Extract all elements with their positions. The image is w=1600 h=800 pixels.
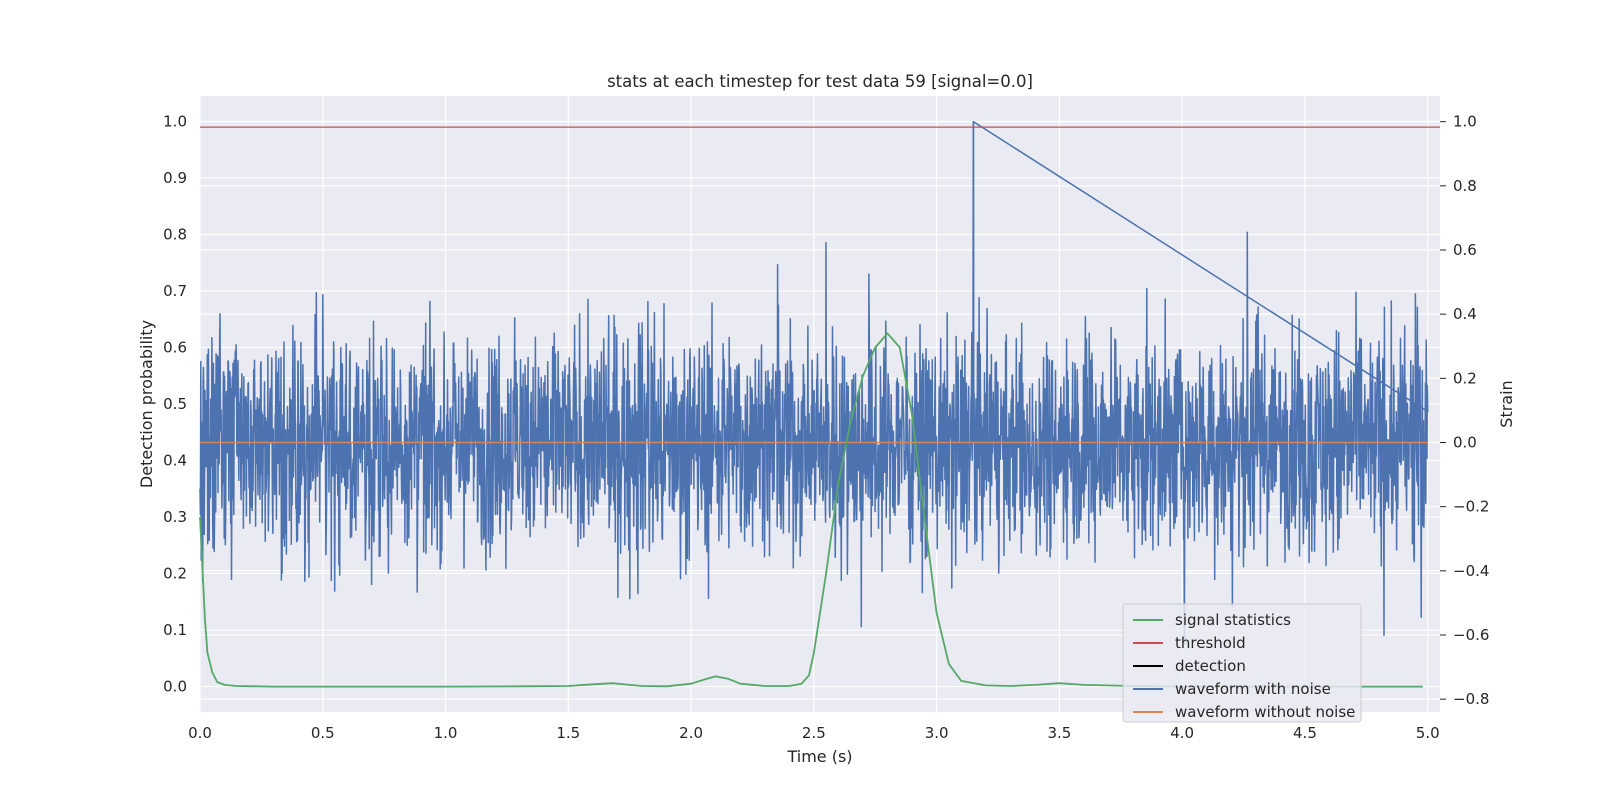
series-layer [199,120,1440,688]
series-signal-statistics [199,332,1423,688]
y-tick-label-right: 0.4 [1453,305,1477,323]
y-tick-label-left: 0.6 [163,338,187,356]
series-waveform-with-noise [199,120,1429,645]
y-tick-label-right: −0.6 [1453,626,1489,644]
y-tick-label-right: 1.0 [1453,113,1477,131]
y-axis-label-left: Detection probability [137,320,156,488]
x-axis-label: Time (s) [786,747,852,766]
x-tick-label: 4.5 [1293,724,1317,742]
y-tick-label-left: 1.0 [163,112,187,130]
x-tick-label: 3.0 [925,724,949,742]
x-tick-label: 2.5 [802,724,826,742]
legend: signal statistics threshold detection wavef… [1122,603,1362,723]
legend-label: waveform without noise [1175,703,1355,721]
y-tick-label-left: 0.7 [163,282,187,300]
y-tick-label-right: 0.6 [1453,241,1477,259]
x-tick-label: 3.5 [1047,724,1071,742]
x-tick-label: 2.0 [679,724,703,742]
y-tick-label-left: 0.4 [163,452,187,470]
y-tick-label-right: −0.2 [1453,498,1489,516]
y-tick-label-left: 0.5 [163,395,187,413]
y-tick-label-left: 0.3 [163,508,187,526]
legend-label: waveform with noise [1175,680,1331,698]
x-tick-label: 1.5 [556,724,580,742]
legend-label: detection [1175,657,1246,675]
y-tick-label-right: −0.8 [1453,690,1489,708]
y-tick-label-left: 0.8 [163,225,187,243]
y-tick-label-right: 0.0 [1453,434,1477,452]
y-tick-label-right: 0.8 [1453,177,1477,195]
y-tick-label-left: 0.9 [163,169,187,187]
legend-box [1122,603,1362,723]
y-tick-label-left: 0.1 [163,621,187,639]
chart-title: stats at each timestep for test data 59 … [607,72,1033,91]
x-tick-label: 0.5 [311,724,335,742]
y-axis-label-right: Strain [1497,380,1516,427]
x-tick-label: 5.0 [1416,724,1440,742]
y-tick-label-left: 0.2 [163,565,187,583]
tick-labels: 0.0 0.5 1.0 1.5 2.0 2.5 3.0 3.5 4.0 4.5 5.0 0.0 0.1 0… [163,112,1489,742]
x-tick-label: 4.0 [1170,724,1194,742]
y-tick-label-right: −0.4 [1453,562,1489,580]
y-tick-label-left: 0.0 [163,678,187,696]
legend-label: signal statistics [1175,611,1291,629]
legend-label: threshold [1175,634,1246,652]
x-tick-label: 1.0 [434,724,458,742]
x-tick-label: 0.0 [188,724,212,742]
y-tick-label-right: 0.2 [1453,369,1477,387]
